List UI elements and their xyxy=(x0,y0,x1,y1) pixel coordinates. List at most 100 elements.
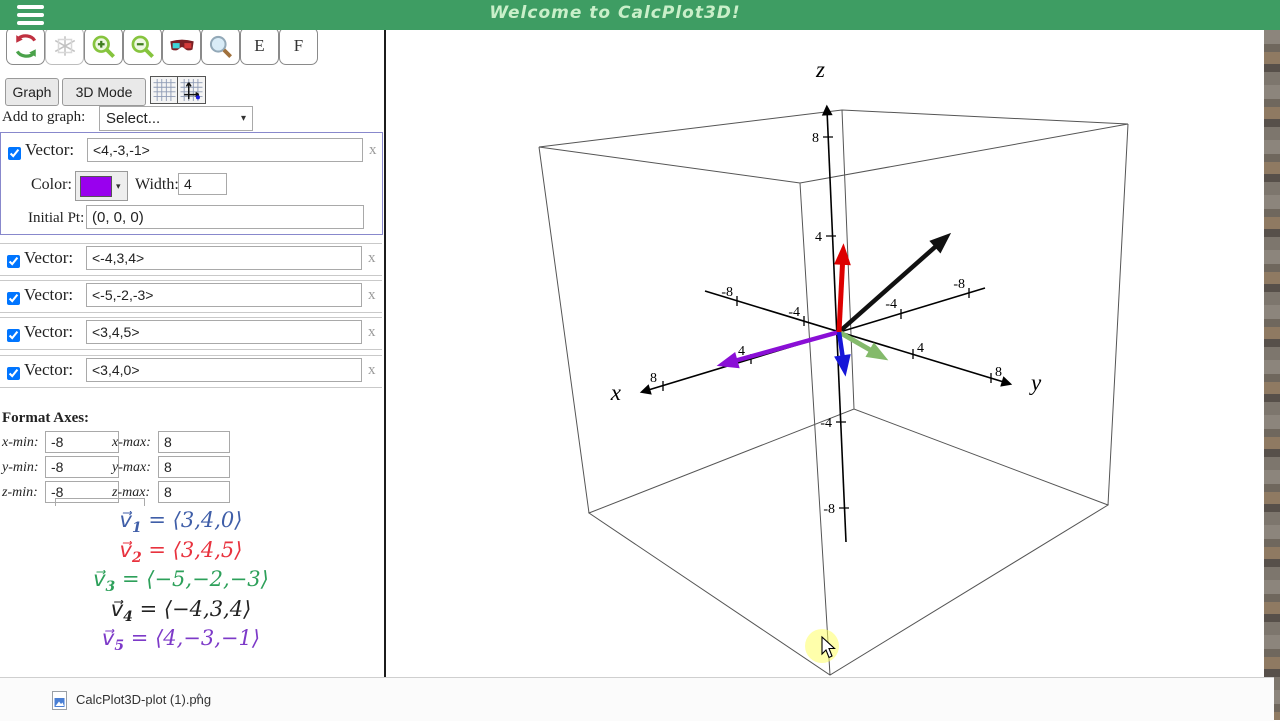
z-min-label: z-min: xyxy=(2,485,38,500)
vector-5-row: Vector: x xyxy=(0,355,382,388)
width-label: Width: xyxy=(135,176,179,193)
tab-3d-mode-label: 3D Mode xyxy=(75,84,133,100)
edit-button[interactable]: E xyxy=(240,27,279,65)
y-tick-neg4: -4 xyxy=(788,305,800,320)
tab-graph[interactable]: Graph xyxy=(5,78,59,106)
vector-arrow-v2 xyxy=(834,243,851,333)
grid-icon xyxy=(153,79,176,101)
y-max-input[interactable] xyxy=(158,456,230,478)
y-tick-8: 8 xyxy=(995,365,1002,380)
vector-2-input[interactable] xyxy=(86,246,362,270)
add-to-graph-selected-value: Select... xyxy=(106,110,161,127)
grid-axes-icon xyxy=(180,79,203,101)
vector-4-close-button[interactable]: x xyxy=(368,324,376,340)
grid-view-button[interactable] xyxy=(150,76,179,104)
z-tick-4: 4 xyxy=(815,230,822,245)
grid-2d-trace-button[interactable] xyxy=(177,76,206,104)
z-tick-8: 8 xyxy=(812,131,819,146)
vector-1-visible-checkbox[interactable] xyxy=(8,147,21,160)
image-file-icon xyxy=(52,691,67,715)
vector-5-label: Vector: xyxy=(24,360,74,379)
y-tick-4: 4 xyxy=(917,341,924,356)
z-min-input[interactable] xyxy=(45,481,119,503)
vector-arrow-v1 xyxy=(834,331,851,377)
add-to-graph-select[interactable]: Select... ▾ xyxy=(99,106,253,131)
vector-1-input[interactable] xyxy=(87,138,363,162)
vector-3-close-button[interactable]: x xyxy=(368,287,376,303)
vector-2-label: Vector: xyxy=(24,248,74,267)
x-tick-neg4: -4 xyxy=(885,297,897,312)
color-label: Color: xyxy=(31,176,72,193)
x-tick-8: 8 xyxy=(650,371,657,386)
y-max-label: y-max: xyxy=(112,460,151,475)
x-axis-label: x xyxy=(610,380,622,405)
vector-2-close-button[interactable]: x xyxy=(368,250,376,266)
vector-4-input[interactable] xyxy=(86,320,362,344)
equation-v5: v⃗5 = ⟨4,−3,−1⟩ xyxy=(101,626,261,655)
x-max-input[interactable] xyxy=(158,431,230,453)
format-button-label: F xyxy=(293,36,304,55)
x-tick-4: 4 xyxy=(738,344,745,359)
3d-glasses-icon xyxy=(169,39,194,51)
format-button[interactable]: F xyxy=(279,27,318,65)
tab-graph-label: Graph xyxy=(12,84,52,100)
equation-v4: v⃗4 = ⟨−4,3,4⟩ xyxy=(110,596,252,625)
zoom-in-icon xyxy=(92,35,115,58)
y-min-label: y-min: xyxy=(2,460,39,475)
select-dropdown-icon: ▾ xyxy=(240,113,246,124)
vector-5-input[interactable] xyxy=(86,358,362,382)
vector-3-visible-checkbox[interactable] xyxy=(7,292,20,305)
mouse-cursor xyxy=(821,635,836,659)
vector-1-close-button[interactable]: x xyxy=(369,142,377,158)
x-scale-input[interactable] xyxy=(55,498,145,509)
axes-view-button[interactable] xyxy=(45,27,84,65)
zoom-out-button[interactable] xyxy=(123,27,162,65)
downloaded-file-name[interactable]: CalcPlot3D-plot (1).png xyxy=(76,692,212,707)
width-input[interactable] xyxy=(178,173,227,195)
plot-3d-canvas[interactable]: 8 4 -4 -8 -8 -4 4 8 8 4 -4 -8 x y z xyxy=(385,30,1264,677)
header-bar: Welcome to CalcPlot3D! xyxy=(0,0,1280,30)
zoom-out-icon xyxy=(131,35,154,58)
file-options-chevron[interactable]: ^ xyxy=(196,690,203,706)
x-min-input[interactable] xyxy=(45,431,119,453)
x-min-label: x-min: xyxy=(2,435,39,450)
y-min-input[interactable] xyxy=(45,456,119,478)
z-max-label: z-max: xyxy=(112,485,151,500)
vector-5-visible-checkbox[interactable] xyxy=(7,367,20,380)
z-tick-neg8: -8 xyxy=(823,502,835,517)
anaglyph-3d-button[interactable] xyxy=(162,27,201,65)
vector-1-panel: Vector: x Color: ▾ Width: Initial Pt: xyxy=(0,132,383,235)
trace-button[interactable] xyxy=(201,27,240,65)
color-swatch-dropdown[interactable]: ▾ xyxy=(75,171,128,201)
background-strip xyxy=(1264,30,1280,720)
vector-arrow-v3 xyxy=(837,329,889,361)
zoom-in-button[interactable] xyxy=(84,27,123,65)
z-axis xyxy=(821,104,847,543)
color-dropdown-icon: ▾ xyxy=(116,180,121,191)
vector-3-input[interactable] xyxy=(86,283,362,307)
vector-5-close-button[interactable]: x xyxy=(368,362,376,378)
z-tick-neg4: -4 xyxy=(820,416,832,431)
z-axis-label: z xyxy=(815,57,825,82)
vector-3-label: Vector: xyxy=(24,285,74,304)
format-axes-title: Format Axes: xyxy=(2,410,90,426)
rotate-icon xyxy=(15,34,36,58)
vector-arrow-v5 xyxy=(716,329,840,369)
vector-2-visible-checkbox[interactable] xyxy=(7,255,20,268)
initial-pt-input[interactable] xyxy=(86,205,364,229)
equation-v1: v⃗1 = ⟨3,4,0⟩ xyxy=(119,508,243,537)
y-axis xyxy=(704,290,1013,387)
vector-equations-panel: v⃗1 = ⟨3,4,0⟩ v⃗2 = ⟨3,4,5⟩ v⃗3 = ⟨−5,−2… xyxy=(0,506,362,654)
y-tick-neg8: -8 xyxy=(721,285,733,300)
vector-4-row: Vector: x xyxy=(0,317,382,350)
tab-3d-mode[interactable]: 3D Mode xyxy=(62,78,146,106)
axes-cube-icon xyxy=(54,36,75,56)
vector-4-visible-checkbox[interactable] xyxy=(7,329,20,342)
vector-1-label: Vector: xyxy=(25,140,75,159)
y-axis-label: y xyxy=(1029,370,1042,395)
menu-icon[interactable] xyxy=(17,5,44,25)
z-max-input[interactable] xyxy=(158,481,230,503)
reset-rotation-button[interactable] xyxy=(6,27,45,65)
edit-button-label: E xyxy=(254,36,265,55)
initial-pt-label: Initial Pt: xyxy=(28,210,85,226)
